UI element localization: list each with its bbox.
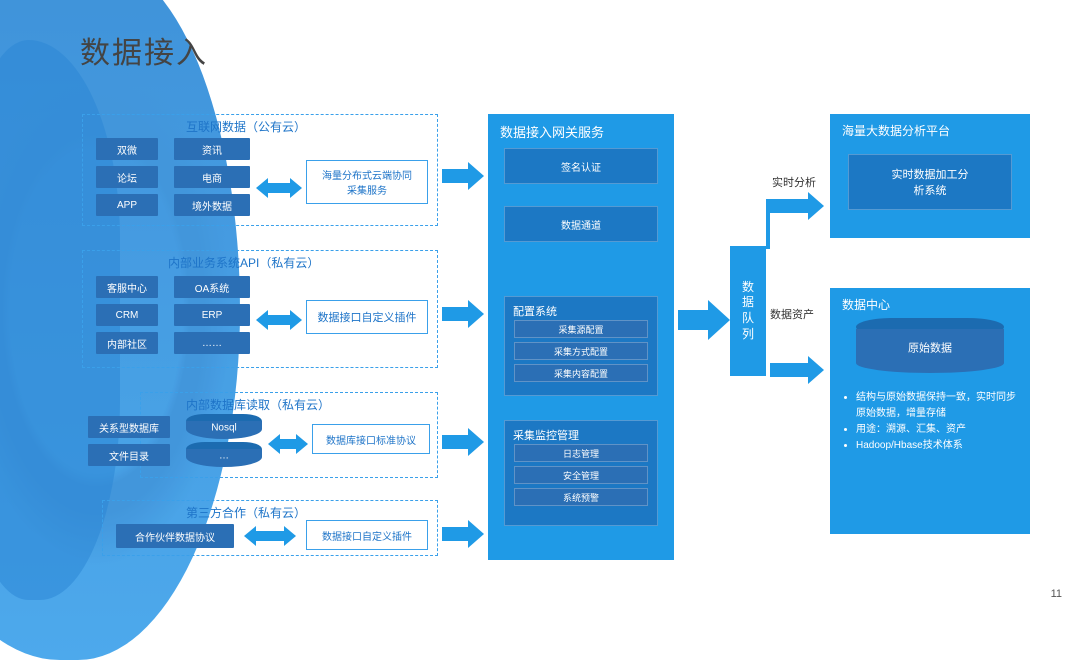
cylinder-raw-label: 原始数据 <box>856 339 1004 355</box>
chip-more1: …… <box>174 332 250 354</box>
cylinder-nosql: Nosql <box>186 414 262 439</box>
diagram-canvas: 互联网数据（公有云） 双微 论坛 APP 资讯 电商 境外数据 海量分布式云端协… <box>0 0 1080 608</box>
chip-ecommerce: 电商 <box>174 166 250 188</box>
cylinder-more: … <box>186 442 262 467</box>
arrow-label-asset: 数据资产 <box>770 306 814 322</box>
arrow-gateway-to-queue <box>678 300 730 340</box>
page-number: 11 <box>1051 588 1062 600</box>
arrow-g3-panel <box>268 434 308 454</box>
arrow-g3-to-gateway <box>442 428 484 456</box>
chip-partner-protocol: 合作伙伴数据协议 <box>116 524 234 548</box>
panel-cloud-collector: 海量分布式云端协同 采集服务 <box>306 160 428 204</box>
group-title-thirdparty: 第三方合作（私有云） <box>186 504 306 521</box>
connector-up <box>766 199 770 249</box>
cylinder-more-label: … <box>186 450 262 461</box>
panel-api-plugin: 数据接口自定义插件 <box>306 300 428 334</box>
gw-monitor-sub2: 安全管理 <box>514 466 648 484</box>
bullet-1: 结构与原始数据保持一致，实时同步原始数据，增量存储 <box>856 390 1020 422</box>
arrow-queue-to-analysis <box>770 192 824 220</box>
gw-block-channel: 数据通道 <box>504 206 658 242</box>
analysis-title: 海量大数据分析平台 <box>842 122 1018 139</box>
chip-oa: OA系统 <box>174 276 250 298</box>
gw-block-monitor-label: 采集监控管理 <box>513 427 579 443</box>
cylinder-raw-data: 原始数据 <box>856 318 1004 373</box>
gw-monitor-sub3: 系统预警 <box>514 488 648 506</box>
arrow-queue-to-datacenter <box>770 356 824 384</box>
panel-db-protocol: 数据库接口标准协议 <box>312 424 430 454</box>
chip-community: 内部社区 <box>96 332 158 354</box>
analysis-system-box: 实时数据加工分 析系统 <box>848 154 1012 210</box>
cylinder-nosql-label: Nosql <box>186 422 262 433</box>
gateway-title: 数据接入网关服务 <box>500 122 662 141</box>
gw-block-sign: 签名认证 <box>504 148 658 184</box>
gw-block-config-label: 配置系统 <box>513 303 557 319</box>
gw-config-sub2: 采集方式配置 <box>514 342 648 360</box>
panel-3p-plugin: 数据接口自定义插件 <box>306 520 428 550</box>
chip-weibo-wechat: 双微 <box>96 138 158 160</box>
arrow-label-realtime: 实时分析 <box>772 174 816 190</box>
data-queue: 数 据 队 列 <box>730 246 766 376</box>
chip-callcenter: 客服中心 <box>96 276 158 298</box>
gw-block-sign-label: 签名认证 <box>561 159 601 174</box>
arrow-g1-to-gateway <box>442 162 484 190</box>
group-title-internal-api: 内部业务系统API（私有云） <box>168 254 319 271</box>
data-queue-label: 数 据 队 列 <box>742 280 754 342</box>
chip-rdb: 关系型数据库 <box>88 416 170 438</box>
arrow-g1-panel <box>256 178 302 198</box>
chip-news: 资讯 <box>174 138 250 160</box>
gw-monitor-sub1: 日志管理 <box>514 444 648 462</box>
gw-block-channel-label: 数据通道 <box>561 217 601 232</box>
data-center-title: 数据中心 <box>842 296 1018 313</box>
chip-app: APP <box>96 194 158 216</box>
chip-forum: 论坛 <box>96 166 158 188</box>
gw-config-sub1: 采集源配置 <box>514 320 648 338</box>
chip-overseas: 境外数据 <box>174 194 250 216</box>
chip-filedir: 文件目录 <box>88 444 170 466</box>
chip-crm: CRM <box>96 304 158 326</box>
arrow-g4-panel <box>244 526 296 546</box>
chip-erp: ERP <box>174 304 250 326</box>
data-center-bullets: 结构与原始数据保持一致，实时同步原始数据，增量存储 用途：溯源、汇集、资产 Ha… <box>842 390 1020 454</box>
arrow-g2-panel <box>256 310 302 330</box>
bullet-3: Hadoop/Hbase技术体系 <box>856 438 1020 454</box>
arrow-g2-to-gateway <box>442 300 484 328</box>
arrow-g4-to-gateway <box>442 520 484 548</box>
bullet-2: 用途：溯源、汇集、资产 <box>856 422 1020 438</box>
group-title-internet: 互联网数据（公有云） <box>186 118 306 135</box>
gw-config-sub3: 采集内容配置 <box>514 364 648 382</box>
group-title-db: 内部数据库读取（私有云） <box>186 396 330 413</box>
